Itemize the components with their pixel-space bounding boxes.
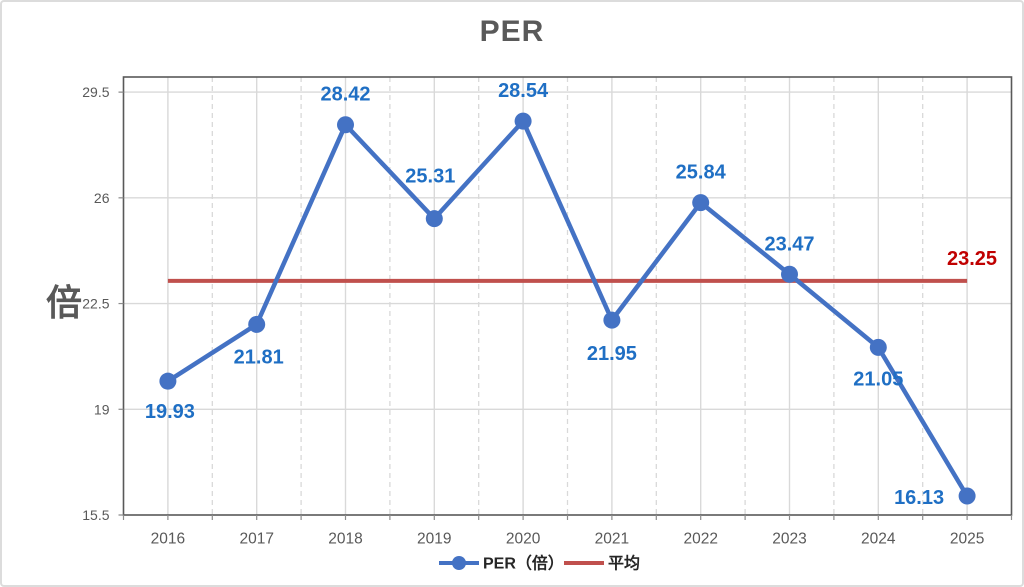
y-tick-label-26: 26 [94, 190, 110, 206]
data-point-2023 [781, 265, 798, 283]
data-label-2022: 25.84 [676, 162, 727, 184]
data-label-2017: 21.81 [234, 346, 284, 368]
y-tick-label-15.5: 15.5 [82, 507, 109, 523]
data-point-2021 [603, 311, 621, 329]
data-point-2025 [958, 487, 976, 505]
data-point-2019 [425, 210, 443, 228]
legend-label-per: PER（倍） [483, 554, 564, 573]
y-tick-label-22.5: 22.5 [82, 296, 109, 312]
data-point-2017 [248, 315, 266, 333]
per-line [165, 118, 970, 499]
legend-per-marker [452, 556, 466, 570]
x-tick-label-2024: 2024 [861, 531, 896, 548]
data-point-2020 [514, 112, 532, 130]
data-point-2016 [159, 372, 177, 390]
y-tick-label-29.5: 29.5 [82, 84, 109, 100]
legend-label-average: 平均 [608, 554, 640, 573]
data-label-2023: 23.47 [764, 233, 814, 255]
y-axis-title: 倍 [45, 282, 82, 323]
data-label-2021: 21.95 [587, 343, 637, 365]
x-tick-label-2025: 2025 [950, 531, 984, 548]
x-tick-label-2016: 2016 [151, 531, 185, 548]
x-tick-label-2018: 2018 [328, 531, 362, 548]
data-point-2024 [869, 338, 887, 356]
data-label-2019: 25.31 [405, 166, 455, 188]
x-tick-label-2020: 2020 [506, 531, 541, 548]
x-tick-label-2022: 2022 [683, 531, 717, 548]
data-label-2025: 16.13 [894, 487, 944, 509]
x-tick-label-2017: 2017 [239, 531, 273, 548]
data-point-2018 [337, 116, 354, 134]
y-tick-label-19: 19 [94, 401, 110, 417]
x-tick-label-2019: 2019 [417, 531, 451, 548]
data-label-2024: 21.05 [853, 368, 903, 390]
data-label-2018: 28.42 [320, 84, 370, 106]
chart-title: PER [479, 15, 545, 48]
x-tick-label-2021: 2021 [595, 531, 629, 548]
data-label-2020: 28.54 [498, 80, 549, 102]
data-point-2022 [692, 194, 710, 212]
average-value-label: 23.25 [947, 248, 997, 270]
data-label-2016: 19.93 [145, 401, 195, 423]
x-tick-label-2023: 2023 [772, 531, 806, 548]
